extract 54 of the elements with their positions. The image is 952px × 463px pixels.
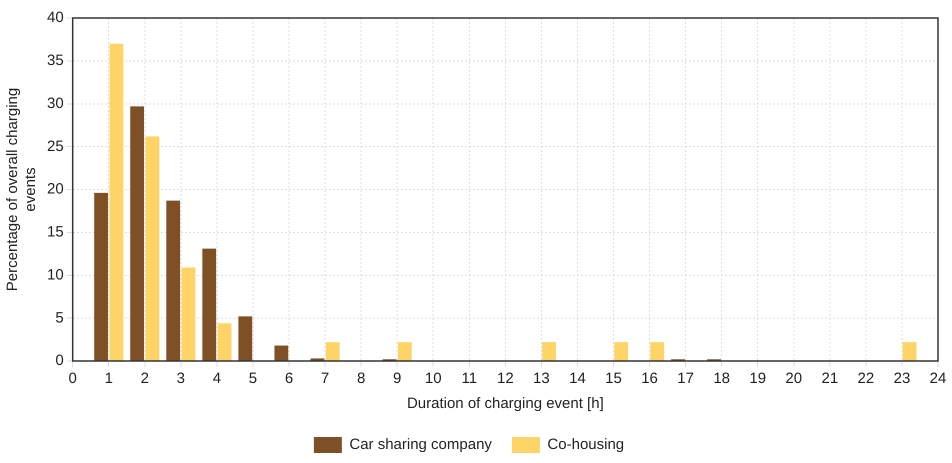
y-tick-label: 30 [46, 94, 64, 112]
bar [146, 136, 160, 360]
y-tick-label: 40 [46, 9, 64, 26]
y-tick-label: 15 [46, 224, 64, 241]
x-tick-label: 1 [104, 370, 113, 388]
bar [542, 342, 556, 360]
x-tick-label: 12 [497, 370, 514, 388]
bar [398, 342, 412, 360]
y-tick-label: 25 [46, 138, 64, 155]
bar [130, 106, 144, 360]
x-tick-label: 23 [894, 370, 910, 388]
x-tick-label: 2 [140, 370, 149, 388]
x-axis-title: Duration of charging event [h] [406, 395, 604, 412]
x-tick-label: 11 [462, 370, 478, 388]
x-tick-label: 9 [393, 370, 402, 388]
x-tick-label: 8 [356, 370, 366, 388]
bar [94, 192, 108, 360]
x-tick-label: 19 [749, 370, 766, 388]
legend-label: Car sharing company [349, 436, 492, 454]
bar [614, 342, 628, 360]
bar [202, 248, 216, 360]
bar [182, 268, 196, 360]
x-tick-label: 24 [930, 370, 946, 388]
x-tick-label: 16 [641, 370, 658, 388]
bar [218, 323, 232, 360]
y-tick-label: 20 [46, 180, 64, 198]
x-tick-label: 21 [821, 370, 838, 388]
x-tick-label: 3 [176, 370, 186, 388]
x-tick-label: 10 [424, 370, 442, 388]
x-tick-label: 6 [284, 370, 294, 388]
x-tick-label: 17 [677, 370, 694, 388]
x-tick-label: 5 [248, 370, 258, 388]
x-tick-label: 0 [68, 370, 77, 388]
bar [166, 200, 180, 360]
y-tick-label: 5 [55, 309, 64, 326]
legend-label: Co-housing [547, 436, 624, 454]
bar [650, 342, 664, 360]
x-tick-label: 4 [212, 370, 222, 388]
bar [238, 316, 252, 360]
y-tick-label: 35 [46, 52, 64, 70]
x-tick-label: 14 [569, 370, 586, 388]
bar [274, 346, 288, 360]
y-tick-label: 0 [55, 352, 64, 370]
bar [902, 342, 917, 360]
x-tick-label: 18 [713, 370, 730, 388]
y-tick-label: 10 [46, 266, 64, 284]
bar [326, 342, 340, 360]
x-tick-label: 22 [858, 370, 874, 388]
x-tick-label: 20 [785, 370, 802, 388]
x-tick-label: 15 [605, 370, 622, 388]
x-tick-label: 7 [320, 370, 330, 388]
x-tick-label: 13 [533, 370, 550, 388]
y-axis-title: Percentage of overall charging events [4, 88, 40, 292]
bar [110, 44, 124, 360]
